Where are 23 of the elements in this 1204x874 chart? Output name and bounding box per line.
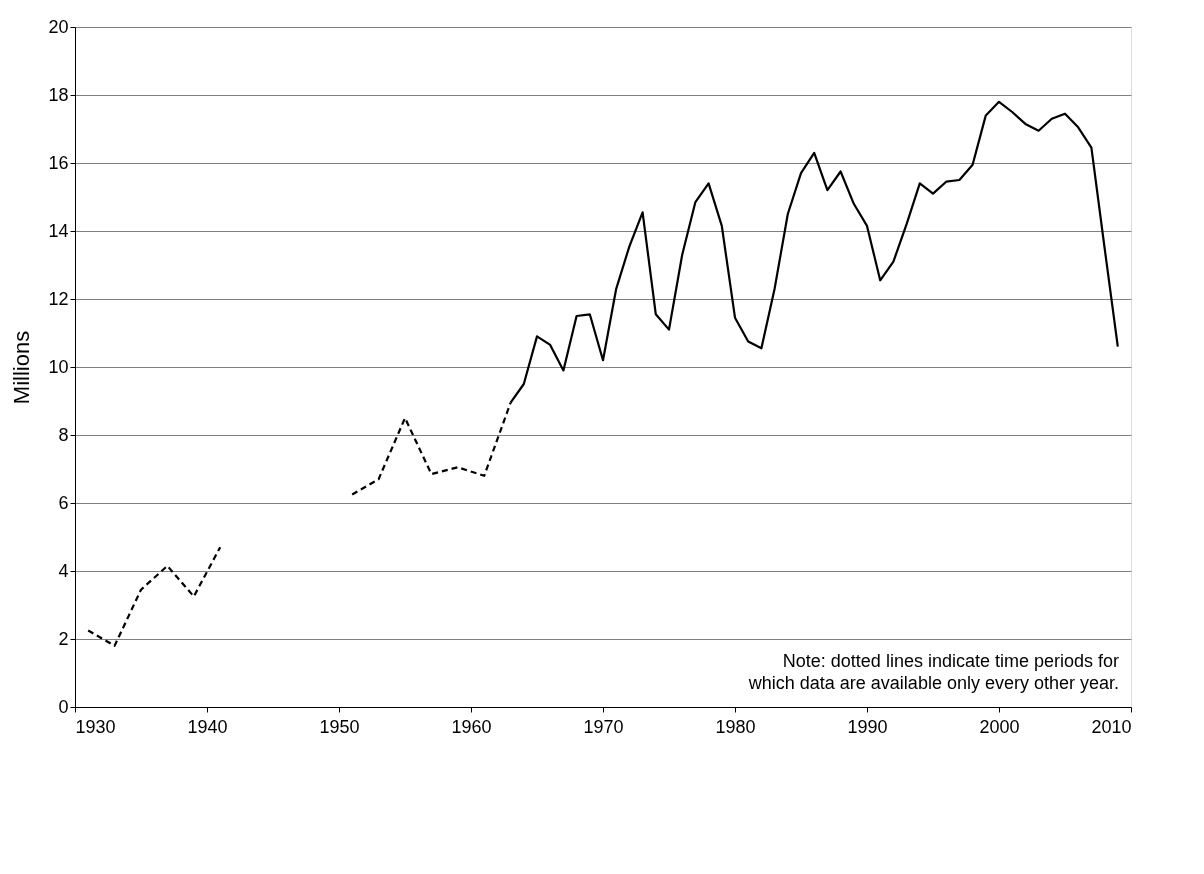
- y-tick-label: 14: [48, 220, 69, 241]
- annotation: Note: dotted lines indicate time periods for which data are available only every other year.: [747, 651, 1119, 693]
- x-tick-label: 1980: [715, 716, 756, 737]
- y-tick-label: 10: [48, 356, 69, 377]
- x-tick-label: 1940: [187, 716, 228, 737]
- y-axis-title: Millions: [9, 330, 35, 405]
- x-tick-label: 1960: [451, 716, 492, 737]
- y-tick-label: 8: [58, 424, 69, 445]
- y-tick-label: 0: [58, 696, 69, 717]
- x-tick-label: 1930: [75, 716, 116, 737]
- x-tick-label: 1970: [583, 716, 624, 737]
- line-series: [87, 546, 222, 647]
- x-tick-label: 1990: [847, 716, 888, 737]
- y-tick-label: 2: [58, 628, 69, 649]
- x-tick-label: 2010: [1091, 716, 1132, 737]
- x-tick-label: 1950: [319, 716, 360, 737]
- y-tick-label: 16: [48, 152, 69, 173]
- y-tick-label: 4: [58, 560, 69, 581]
- y-tick-label: 20: [48, 16, 69, 37]
- y-tick-label: 6: [58, 492, 69, 513]
- y-tick-label: 12: [48, 288, 69, 309]
- x-tick-label: 2000: [979, 716, 1020, 737]
- y-tick-label: 18: [48, 84, 69, 105]
